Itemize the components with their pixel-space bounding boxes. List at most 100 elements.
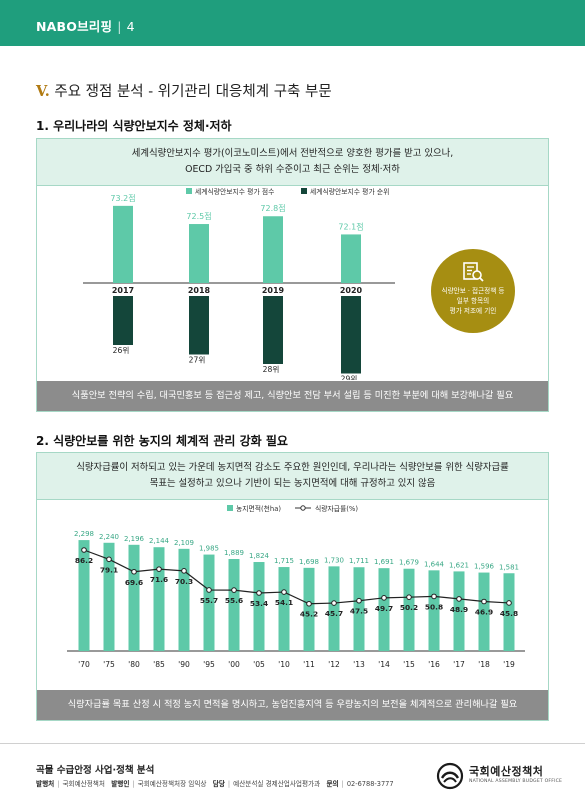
legend-swatch-rank	[301, 188, 307, 194]
year-tick-label: '11	[303, 660, 315, 669]
contact-label: 담당	[212, 780, 225, 788]
selfsufficiency-point	[506, 600, 512, 606]
farmland-label: 2,109	[174, 539, 194, 547]
score-label: 73.2점	[110, 193, 135, 203]
selfsufficiency-line	[83, 549, 510, 605]
farmland-bar	[278, 567, 290, 651]
legend-label-farmland: 농지면적(천ha)	[236, 504, 281, 513]
selfsufficiency-point	[206, 587, 212, 593]
selfsufficiency-point	[481, 598, 487, 605]
selfsufficiency-point	[131, 568, 137, 575]
farmland-label: 1,581	[499, 563, 519, 571]
issuer-value: 국회예산정책처	[62, 780, 105, 788]
part2-summary-line2: 목표는 설정하고 있으나 기반이 되는 농지면적에 대해 규정하고 있지 않음	[149, 478, 436, 489]
rank-bar	[263, 296, 283, 364]
selfsufficiency-label: 48.9	[450, 605, 468, 614]
farmland-bar	[453, 571, 465, 651]
selfsufficiency-label: 54.1	[275, 598, 293, 607]
selfsufficiency-label: 45.7	[325, 609, 343, 618]
magnifier-report-icon	[463, 262, 484, 282]
brand-header: NABO브리핑 | 4	[36, 16, 135, 35]
footer-divider	[0, 743, 585, 744]
farmland-label: 1,596	[474, 563, 495, 571]
year-tick-label: 2019	[262, 286, 285, 295]
year-tick-label: '00	[228, 660, 240, 669]
selfsufficiency-point	[256, 590, 262, 596]
year-tick-label: '16	[428, 660, 440, 669]
selfsufficiency-label: 50.2	[400, 603, 418, 612]
farmland-label: 2,240	[99, 533, 119, 541]
legend-label-score: 세계식량안보지수 평가 점수	[195, 187, 274, 196]
year-tick-label: '18	[478, 660, 490, 669]
year-tick-label: '70	[78, 660, 90, 669]
farmland-bar	[428, 570, 440, 651]
selfsufficiency-point	[231, 587, 237, 593]
year-tick-label: '85	[153, 660, 165, 669]
phone-label: 문의	[326, 780, 339, 788]
farmland-bar	[378, 568, 390, 651]
issuer-label: 발행처	[36, 780, 55, 788]
farmland-bar	[228, 559, 240, 651]
badge-line3: 평가 저조에 기인	[449, 307, 497, 315]
selfsufficiency-point	[456, 596, 462, 602]
score-label: 72.5점	[186, 211, 211, 221]
selfsufficiency-point	[406, 594, 412, 600]
part2-summary-line1: 식량자급률이 저하되고 있는 가운데 농지면적 감소도 주요한 원인인데, 우리…	[76, 462, 509, 473]
legend-swatch-score	[186, 188, 192, 194]
selfsufficiency-label: 53.4	[250, 599, 268, 608]
year-tick-label: 2018	[188, 286, 211, 295]
year-tick-label: 2017	[112, 286, 134, 295]
footer-title: 곡물 수급안정 사업·정책 분석	[36, 765, 155, 776]
national-assembly-emblem-icon	[436, 762, 464, 790]
farmland-bar	[478, 572, 490, 651]
part2-panel: 식량자급률이 저하되고 있는 가운데 농지면적 감소도 주요한 원인인데, 우리…	[36, 452, 549, 721]
rank-bar	[113, 296, 133, 345]
score-bar	[113, 205, 133, 283]
farmland-label: 1,698	[299, 558, 319, 566]
score-label: 72.8점	[260, 203, 285, 213]
year-tick-label: '13	[353, 660, 365, 669]
farmland-bar	[178, 548, 190, 651]
selfsufficiency-label: 86.2	[75, 556, 93, 565]
rank-label: 26위	[113, 346, 130, 355]
section-roman-numeral: V.	[36, 83, 50, 100]
farmland-bar	[503, 573, 515, 651]
farmland-selfsufficiency-chart: 농지면적(천ha) 식량자급률(%) 2,298 '70 2,240 '75 2,196 '8…	[67, 504, 525, 669]
farmland-bar	[328, 566, 340, 651]
logo-name: 국회예산정책처	[469, 765, 544, 778]
year-tick-label: '14	[378, 660, 390, 669]
brand-name: NABO브리핑	[36, 19, 113, 34]
year-tick-label: '15	[403, 660, 415, 669]
contact-value: 예산분석실 경제산업사업평가과	[233, 780, 321, 788]
year-tick-label: '19	[503, 660, 515, 669]
farmland-label: 2,196	[124, 535, 145, 543]
selfsufficiency-label: 55.6	[225, 596, 243, 605]
farmland-label: 1,679	[399, 559, 419, 567]
farmland-bar	[253, 562, 265, 651]
score-label: 72.1점	[338, 221, 363, 231]
year-tick-label: '90	[178, 660, 190, 669]
chart2-legend: 농지면적(천ha) 식량자급률(%)	[227, 504, 358, 513]
farmland-label: 1,621	[449, 561, 469, 569]
phone-value: 02-6788-3777	[346, 780, 394, 788]
year-tick-label: '10	[278, 660, 290, 669]
farmland-label: 1,644	[424, 560, 445, 568]
farmland-bar	[403, 568, 415, 651]
legend-label-selfsufficiency: 식량자급률(%)	[315, 504, 358, 513]
selfsufficiency-point	[431, 593, 437, 600]
selfsufficiency-label: 46.9	[475, 608, 493, 617]
farmland-label: 1,715	[274, 557, 294, 565]
year-tick-label: '17	[453, 660, 465, 669]
selfsufficiency-label: 79.1	[100, 565, 118, 574]
badge-circle: 식량안보 · 접근정책 등 일부 항목의 평가 저조에 기인	[431, 249, 515, 333]
legend-swatch-farmland	[227, 505, 233, 511]
part1-footer: 식품안보 전략의 수립, 대국민홍보 등 접근성 제고, 식량안보 전담 부서 …	[37, 381, 548, 411]
selfsufficiency-label: 45.8	[500, 609, 518, 618]
badge-line2: 일부 항목의	[456, 297, 490, 305]
publisher-value: 국회예산정책처장 임익상	[137, 780, 207, 788]
part2-footer: 식량자급률 목표 산정 시 적정 농지 면적을 명시하고, 농업진흥지역 등 우…	[37, 690, 548, 720]
farmland-bar	[78, 540, 90, 651]
badge-line1: 식량안보 · 접근정책 등	[441, 287, 505, 295]
farmland-label: 2,144	[149, 537, 170, 545]
selfsufficiency-point	[181, 568, 187, 574]
